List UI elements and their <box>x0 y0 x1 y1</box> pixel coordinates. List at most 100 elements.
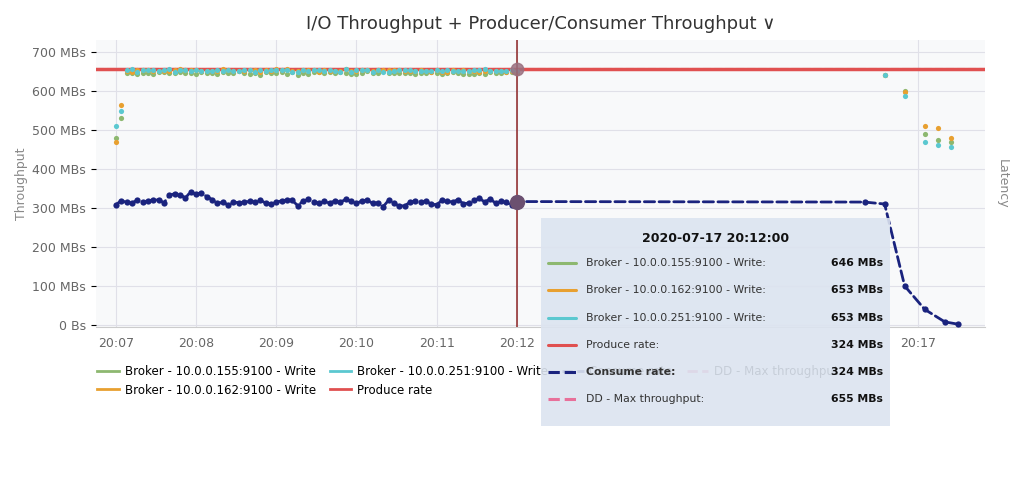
Point <box>456 70 472 78</box>
Point <box>177 66 194 74</box>
Text: Consume rate:: Consume rate: <box>586 367 676 377</box>
Point <box>343 67 359 75</box>
Point <box>504 67 520 75</box>
Point <box>305 66 322 74</box>
Point <box>215 68 231 76</box>
Point <box>461 70 477 78</box>
Point <box>504 68 520 76</box>
Text: 653 MBs: 653 MBs <box>830 285 883 296</box>
Point <box>187 66 204 74</box>
Point <box>466 66 482 74</box>
Point <box>177 66 194 74</box>
Point <box>119 67 135 75</box>
Point <box>311 66 328 74</box>
Point <box>311 68 328 76</box>
Point <box>418 67 434 75</box>
Point <box>444 68 461 76</box>
Point <box>279 65 295 73</box>
Point <box>493 69 509 77</box>
Point <box>943 134 959 141</box>
Point <box>242 70 258 78</box>
Point <box>252 71 268 79</box>
Point <box>295 66 311 74</box>
Point <box>509 69 525 77</box>
Point <box>151 67 167 75</box>
Point <box>124 69 140 77</box>
Point <box>916 137 933 145</box>
Point <box>396 67 413 75</box>
Point <box>380 66 396 74</box>
Point <box>487 67 504 75</box>
Point <box>290 67 306 75</box>
Point <box>332 69 348 77</box>
Text: Broker - 10.0.0.162:9100 - Write:: Broker - 10.0.0.162:9100 - Write: <box>586 285 766 296</box>
Point <box>930 141 946 149</box>
Point <box>247 68 263 76</box>
Point <box>290 68 306 76</box>
Point <box>375 66 391 74</box>
Point <box>498 68 514 76</box>
Point <box>108 137 124 145</box>
Point <box>204 69 220 77</box>
Point <box>322 67 338 75</box>
Point <box>401 69 418 77</box>
Point <box>450 69 466 77</box>
Point <box>311 68 328 76</box>
Text: Broker - 10.0.0.251:9100 - Write:: Broker - 10.0.0.251:9100 - Write: <box>586 312 766 323</box>
Y-axis label: Latency: Latency <box>996 159 1009 208</box>
Point <box>348 66 365 74</box>
Point <box>204 67 220 75</box>
Point <box>348 67 365 75</box>
Point <box>509 65 525 73</box>
Point <box>482 68 499 76</box>
Point <box>370 66 386 74</box>
Point <box>284 69 300 77</box>
Point <box>434 67 451 75</box>
Point <box>930 124 946 132</box>
Point <box>896 92 912 100</box>
Point <box>305 66 322 74</box>
Point <box>338 65 354 73</box>
Point <box>375 68 391 76</box>
Text: 646 MBs: 646 MBs <box>830 258 883 269</box>
Point <box>204 67 220 75</box>
Point <box>391 66 408 74</box>
Point <box>257 66 273 74</box>
Point <box>450 67 466 75</box>
Point <box>498 67 514 75</box>
Text: DD - Max throughput:: DD - Max throughput: <box>586 394 705 404</box>
Point <box>877 71 893 79</box>
Point <box>257 68 273 76</box>
Point <box>273 68 290 76</box>
Point <box>273 66 290 74</box>
Point <box>161 65 177 73</box>
Point <box>408 70 424 78</box>
Point <box>268 70 285 78</box>
Point <box>268 66 285 74</box>
Point <box>252 68 268 76</box>
Point <box>316 67 333 75</box>
Text: 2020-07-17 20:12:00: 2020-07-17 20:12:00 <box>642 232 788 246</box>
Point <box>439 69 456 77</box>
Point <box>300 66 316 74</box>
Point <box>423 68 439 76</box>
Point <box>476 65 493 73</box>
Point <box>391 66 408 74</box>
Point <box>471 66 487 74</box>
Point <box>380 68 396 76</box>
Point <box>332 68 348 76</box>
Point <box>930 136 946 143</box>
Point <box>199 67 215 75</box>
Point <box>327 67 343 75</box>
Point <box>509 68 525 76</box>
Y-axis label: Throughput: Throughput <box>15 147 28 220</box>
Point <box>498 68 514 76</box>
Point <box>359 67 376 75</box>
Point <box>113 114 129 122</box>
Point <box>156 67 172 75</box>
Point <box>284 68 300 76</box>
Point <box>290 71 306 79</box>
Point <box>375 67 391 75</box>
Point <box>225 69 242 77</box>
Point <box>482 67 499 75</box>
